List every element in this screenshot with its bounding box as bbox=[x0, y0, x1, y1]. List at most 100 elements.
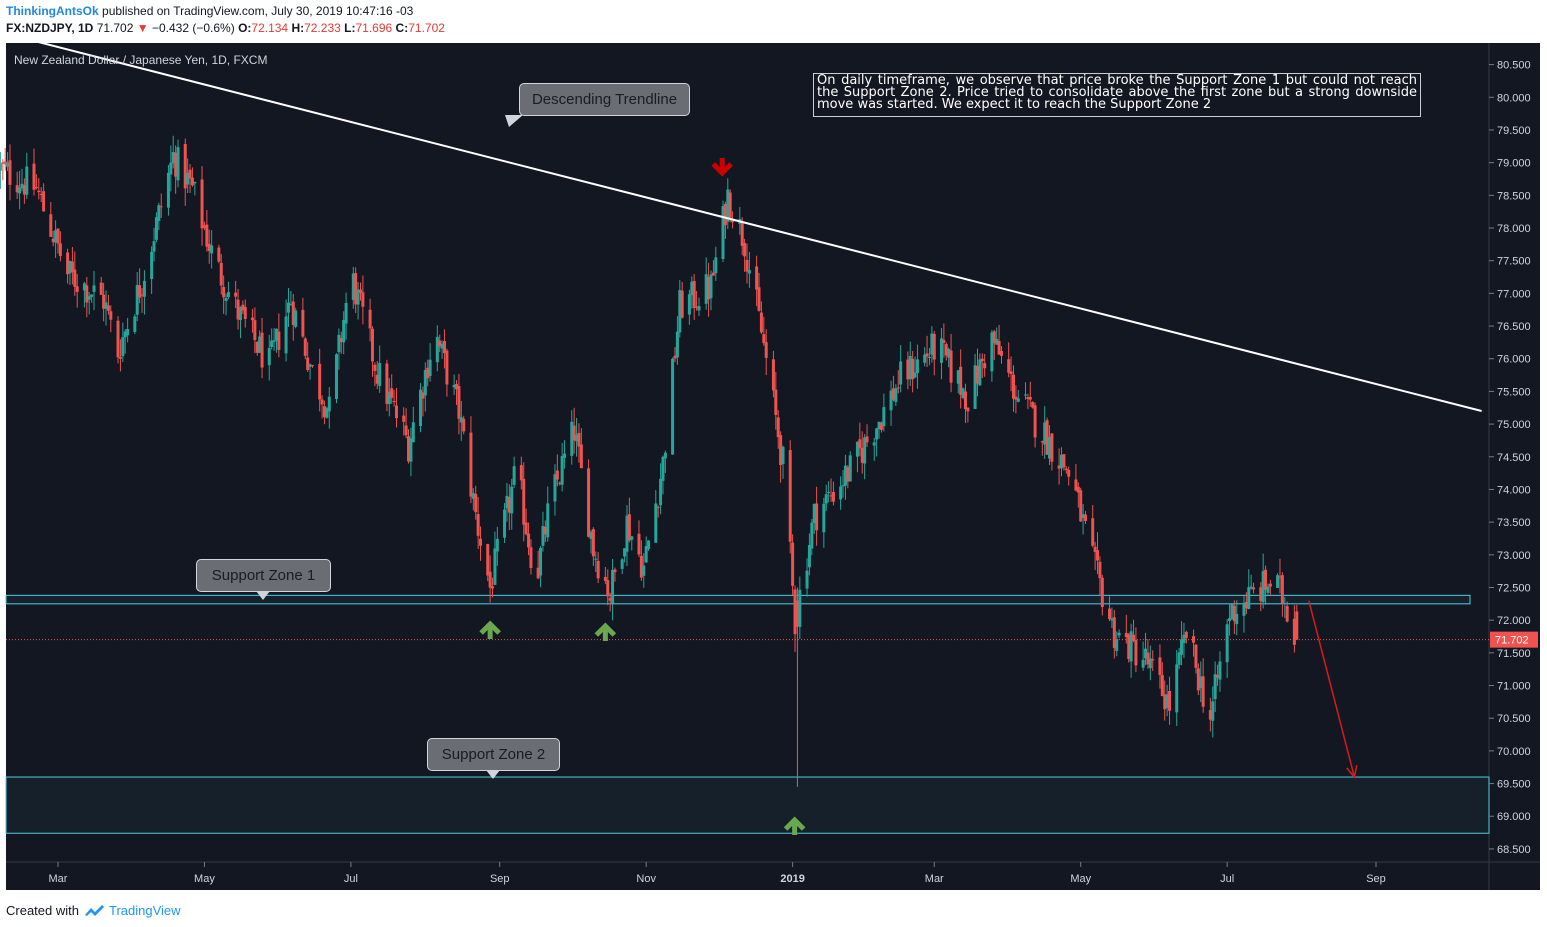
candle-body-286 bbox=[956, 370, 960, 384]
candle-body-22 bbox=[68, 260, 72, 274]
candle-body-166 bbox=[553, 474, 557, 502]
candle-body-288 bbox=[961, 388, 965, 399]
low-label: L: bbox=[344, 21, 356, 35]
candle-body-323 bbox=[1079, 490, 1083, 522]
candle-body-170 bbox=[563, 453, 567, 458]
support-zone-1[interactable] bbox=[5, 594, 1471, 605]
candle-body-160 bbox=[529, 547, 533, 568]
candle-body-25 bbox=[75, 286, 79, 292]
candle-body-124 bbox=[409, 438, 413, 462]
candle-body-321 bbox=[1074, 479, 1078, 491]
candle-body-18 bbox=[54, 230, 58, 243]
candle-body-143 bbox=[474, 493, 478, 513]
candle-body-148 bbox=[491, 586, 495, 589]
candle-body-189 bbox=[627, 514, 631, 541]
y-tick-label: 74.000 bbox=[1497, 484, 1531, 496]
low-value: 71.696 bbox=[355, 21, 393, 35]
candle-body-32 bbox=[102, 294, 106, 309]
x-tick-label: Nov bbox=[636, 873, 656, 885]
candle-body-315 bbox=[1050, 433, 1054, 462]
candle-body-112 bbox=[370, 328, 374, 362]
candle-body-376 bbox=[1259, 587, 1263, 601]
y-tick-label: 77.000 bbox=[1497, 288, 1531, 300]
support-zone-2[interactable] bbox=[5, 776, 1490, 834]
candle-body-329 bbox=[1098, 561, 1102, 579]
candle-body-66 bbox=[217, 247, 221, 262]
candle-body-72 bbox=[236, 299, 240, 320]
candle-body-138 bbox=[457, 386, 461, 419]
candle-body-190 bbox=[630, 536, 634, 540]
candle-body-115 bbox=[378, 363, 382, 386]
descending-trendline[interactable] bbox=[24, 37, 1482, 412]
time-axis[interactable]: Mar May Jul Sep Nov 2019 Mar May Jul Sep bbox=[49, 862, 1386, 885]
candle-body-172 bbox=[572, 425, 576, 441]
y-tick-label: 71.500 bbox=[1497, 648, 1531, 660]
candle-body-40 bbox=[126, 329, 130, 336]
down-arrow-icon: ▼ bbox=[136, 21, 149, 35]
candle-body-11 bbox=[32, 163, 36, 190]
candle-body-216 bbox=[721, 206, 725, 260]
candle-body-362 bbox=[1211, 701, 1215, 721]
candle-body-68 bbox=[222, 286, 226, 298]
candle-body-152 bbox=[505, 495, 509, 509]
candle-body-349 bbox=[1165, 694, 1169, 708]
x-tick-label: 2019 bbox=[780, 873, 804, 885]
candle-body-186 bbox=[620, 559, 624, 569]
callout-zone1-tail bbox=[256, 591, 270, 600]
candle-body-108 bbox=[356, 289, 360, 305]
candle-body-263 bbox=[877, 421, 881, 430]
candle-body-356 bbox=[1192, 636, 1196, 643]
candle-body-282 bbox=[942, 340, 946, 343]
callout-support-zone-2[interactable]: Support Zone 2 bbox=[427, 738, 560, 771]
y-tick-label: 77.500 bbox=[1497, 256, 1531, 268]
candle-body-312 bbox=[1043, 422, 1047, 445]
candle-body-195 bbox=[647, 540, 651, 549]
candle-body-73 bbox=[238, 307, 242, 321]
callout-descending-trendline[interactable]: Descending Trendline bbox=[519, 83, 690, 116]
candle-body-256 bbox=[855, 441, 859, 457]
candle-body-176 bbox=[587, 468, 591, 537]
candle-body-147 bbox=[488, 571, 492, 588]
callout-support-zone-1[interactable]: Support Zone 1 bbox=[196, 559, 331, 592]
published-text: published on TradingView.com, July 30, 2… bbox=[102, 4, 414, 18]
callout-trendline-label: Descending Trendline bbox=[531, 91, 678, 108]
candle-body-284 bbox=[947, 349, 951, 358]
price-axis[interactable]: 80.500 80.000 79.500 79.000 78.500 78.000 77.5… bbox=[1489, 60, 1538, 856]
analysis-note[interactable]: On daily timeframe, we observe that pric… bbox=[813, 73, 1421, 117]
candle-body-161 bbox=[536, 567, 540, 579]
candle-body-99 bbox=[325, 408, 329, 418]
y-tick-label: 71.000 bbox=[1497, 681, 1531, 693]
candle-body-118 bbox=[390, 388, 394, 398]
candle-body-217 bbox=[723, 203, 727, 226]
candle-body-335 bbox=[1117, 632, 1121, 636]
candle-body-302 bbox=[1009, 371, 1013, 374]
candlestick-series bbox=[0, 135, 1299, 787]
candle-body-21 bbox=[66, 252, 70, 275]
close-value: 71.702 bbox=[408, 21, 445, 35]
candle-body-346 bbox=[1158, 657, 1162, 675]
x-tick-label: Jul bbox=[344, 873, 358, 885]
tradingview-brand[interactable]: TradingView bbox=[108, 902, 181, 918]
candle-body-62 bbox=[202, 225, 206, 228]
candle-body-202 bbox=[673, 355, 677, 359]
projection-arrow-line[interactable] bbox=[1308, 600, 1356, 778]
author-name[interactable]: ThinkingAntsOk bbox=[6, 4, 99, 18]
candle-body-236 bbox=[788, 450, 792, 542]
candle-body-375 bbox=[1252, 587, 1256, 590]
candle-body-132 bbox=[438, 340, 442, 347]
candle-body-16 bbox=[49, 214, 53, 237]
candle-body-316 bbox=[1057, 465, 1061, 469]
candle-body-249 bbox=[829, 495, 833, 497]
candle-body-229 bbox=[762, 334, 766, 344]
candle-body-297 bbox=[992, 331, 996, 344]
candle-body-364 bbox=[1216, 674, 1220, 678]
candle-body-332 bbox=[1110, 618, 1114, 621]
candle-body-237 bbox=[791, 542, 795, 586]
candle-body-15 bbox=[42, 191, 46, 212]
candle-body-345 bbox=[1151, 659, 1155, 661]
y-tick-label: 78.000 bbox=[1497, 223, 1531, 235]
candle-body-347 bbox=[1160, 675, 1164, 697]
candle-body-227 bbox=[757, 287, 761, 311]
candle-body-1 bbox=[0, 163, 2, 171]
